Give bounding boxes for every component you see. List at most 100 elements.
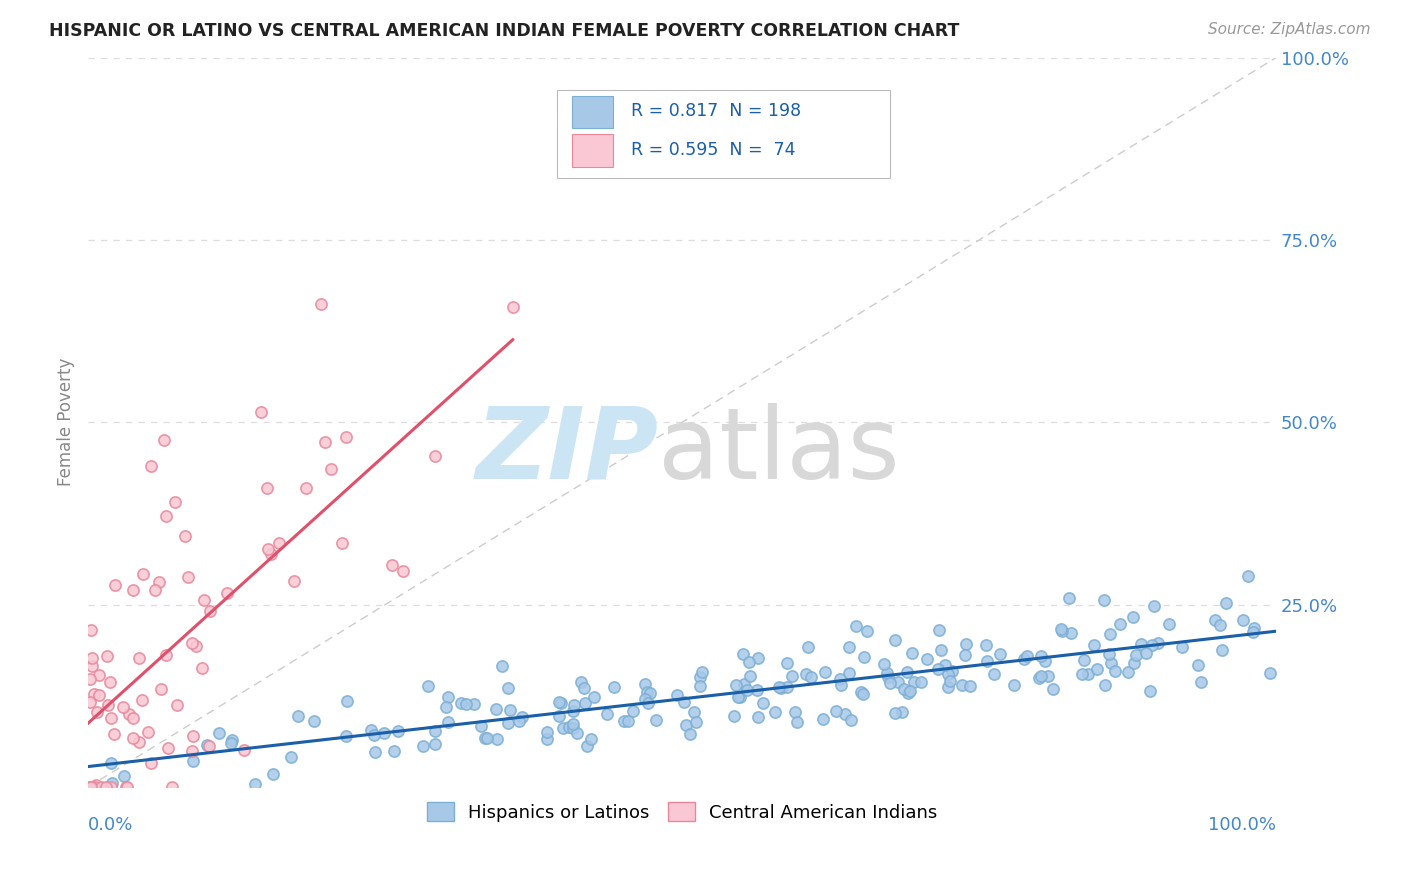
Point <box>877 670 900 684</box>
Point <box>80 780 103 794</box>
FancyBboxPatch shape <box>572 95 613 128</box>
Point <box>434 699 457 714</box>
Point <box>1099 627 1122 641</box>
Text: Source: ZipAtlas.com: Source: ZipAtlas.com <box>1208 22 1371 37</box>
Point <box>1215 596 1237 610</box>
Point <box>314 435 336 450</box>
Point <box>1187 658 1209 673</box>
Point <box>425 738 447 752</box>
Point <box>903 674 925 689</box>
Point <box>603 681 626 695</box>
Point <box>83 780 105 794</box>
Point <box>294 481 316 495</box>
Point <box>1029 649 1052 664</box>
Point <box>737 682 759 697</box>
Point <box>1147 636 1170 650</box>
Point <box>148 575 170 590</box>
Point <box>1012 652 1035 666</box>
Point <box>155 648 177 662</box>
Point <box>685 715 707 730</box>
Point <box>959 679 981 693</box>
Point <box>689 670 711 684</box>
Point <box>536 725 558 739</box>
Point <box>335 430 357 444</box>
Point <box>418 680 440 694</box>
Point <box>363 745 385 759</box>
Point <box>682 705 704 719</box>
Point <box>117 707 139 722</box>
Point <box>100 780 122 794</box>
Point <box>128 735 150 749</box>
Point <box>436 714 458 729</box>
Point <box>747 651 769 665</box>
Point <box>547 708 569 723</box>
Point <box>1028 671 1050 685</box>
Point <box>136 724 159 739</box>
Point <box>1098 647 1121 661</box>
FancyBboxPatch shape <box>557 90 890 178</box>
Point <box>897 686 920 700</box>
Point <box>1036 669 1059 683</box>
Point <box>165 495 187 509</box>
Point <box>723 708 745 723</box>
Text: HISPANIC OR LATINO VS CENTRAL AMERICAN INDIAN FEMALE POVERTY CORRELATION CHART: HISPANIC OR LATINO VS CENTRAL AMERICAN I… <box>49 22 959 40</box>
Point <box>934 657 956 672</box>
Point <box>198 739 221 754</box>
Point <box>1104 664 1126 678</box>
Point <box>184 639 207 653</box>
Point <box>157 741 180 756</box>
Point <box>672 695 695 709</box>
Point <box>112 769 135 783</box>
Text: 100.0%: 100.0% <box>1208 816 1277 834</box>
Point <box>886 675 908 690</box>
Point <box>928 624 950 638</box>
Point <box>1052 624 1074 638</box>
Point <box>191 661 214 675</box>
Point <box>208 726 231 740</box>
Point <box>1002 678 1025 692</box>
Point <box>898 683 921 698</box>
Point <box>569 675 592 690</box>
Point <box>101 776 124 790</box>
Point <box>910 674 932 689</box>
Point <box>974 638 997 652</box>
Point <box>813 712 835 726</box>
Point <box>853 649 876 664</box>
Point <box>510 710 533 724</box>
Point <box>283 574 305 588</box>
Point <box>621 704 644 718</box>
Point <box>1077 666 1099 681</box>
Point <box>1116 665 1139 680</box>
Point <box>1042 682 1064 697</box>
Point <box>1083 638 1105 652</box>
Point <box>745 683 768 698</box>
Point <box>243 777 266 791</box>
Point <box>86 705 108 719</box>
Point <box>572 681 595 695</box>
Point <box>730 690 752 705</box>
Point <box>363 728 385 742</box>
Point <box>260 547 283 561</box>
Point <box>845 619 868 633</box>
Point <box>1060 626 1083 640</box>
Point <box>128 651 150 665</box>
Point <box>1142 638 1164 652</box>
Point <box>636 684 658 698</box>
Point <box>553 721 575 735</box>
Point <box>176 569 198 583</box>
Point <box>287 709 309 723</box>
Point <box>77 780 100 794</box>
Point <box>953 648 976 662</box>
Point <box>319 461 342 475</box>
Point <box>485 702 508 716</box>
Point <box>1085 662 1108 676</box>
Point <box>1035 654 1057 668</box>
Point <box>776 681 799 695</box>
Point <box>474 731 496 746</box>
Point <box>373 726 395 740</box>
Point <box>1130 637 1153 651</box>
Point <box>769 681 792 695</box>
Point <box>574 696 596 710</box>
Point <box>617 714 640 728</box>
Point <box>1071 666 1094 681</box>
